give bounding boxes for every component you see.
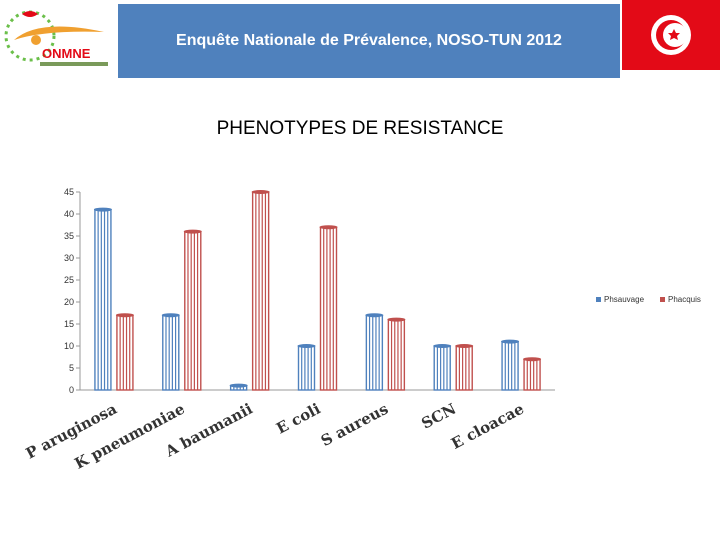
bar-1-5 xyxy=(455,344,474,391)
legend-label: Phacquis xyxy=(668,295,701,304)
bar-0-4 xyxy=(365,313,384,391)
bar-0-3 xyxy=(297,344,316,391)
bar-1-3 xyxy=(319,225,338,391)
category-label: E coli xyxy=(273,400,323,438)
chart-axes: 0 5 10 15 20 25 30 35 40 45 xyxy=(64,187,555,395)
flag-star-icon xyxy=(668,29,680,40)
logo-text: ONMNE xyxy=(42,46,91,61)
legend-swatch xyxy=(596,297,601,302)
bar-1-2 xyxy=(251,190,270,391)
header-banner: Enquête Nationale de Prévalence, NOSO-TU… xyxy=(118,4,620,78)
tunisia-flag xyxy=(622,0,720,70)
bar-0-0 xyxy=(93,207,112,391)
onmne-logo: ONMNE xyxy=(0,0,118,78)
bar-0-5 xyxy=(433,344,452,391)
y-tick-label: 25 xyxy=(64,275,74,285)
bar-1-0 xyxy=(115,313,134,391)
y-tick-label: 15 xyxy=(64,319,74,329)
category-label: E cloacae xyxy=(448,400,527,453)
y-tick-label: 10 xyxy=(64,341,74,351)
y-tick-label: 35 xyxy=(64,231,74,241)
chart-title: PHENOTYPES DE RESISTANCE xyxy=(216,118,504,139)
logo-emblem-icon xyxy=(4,10,104,62)
bar-0-6 xyxy=(501,339,520,391)
chart-legend: Phsauvage Phacquis xyxy=(596,295,701,304)
category-label: SCN xyxy=(418,400,459,433)
y-tick-label: 5 xyxy=(69,363,74,373)
y-tick-label: 30 xyxy=(64,253,74,263)
category-label: S aureus xyxy=(318,400,391,450)
bar-1-4 xyxy=(387,317,406,391)
chart-bars xyxy=(93,190,542,391)
bar-0-1 xyxy=(161,313,180,391)
bar-0-2 xyxy=(229,383,248,391)
y-tick-label: 40 xyxy=(64,209,74,219)
y-tick-label: 20 xyxy=(64,297,74,307)
bar-1-6 xyxy=(523,357,542,391)
legend-label: Phsauvage xyxy=(604,295,645,304)
bar-1-1 xyxy=(183,229,202,391)
y-tick-label: 45 xyxy=(64,187,74,197)
legend-swatch xyxy=(660,297,665,302)
y-tick-label: 0 xyxy=(69,385,74,395)
banner-title: Enquête Nationale de Prévalence, NOSO-TU… xyxy=(176,32,562,49)
